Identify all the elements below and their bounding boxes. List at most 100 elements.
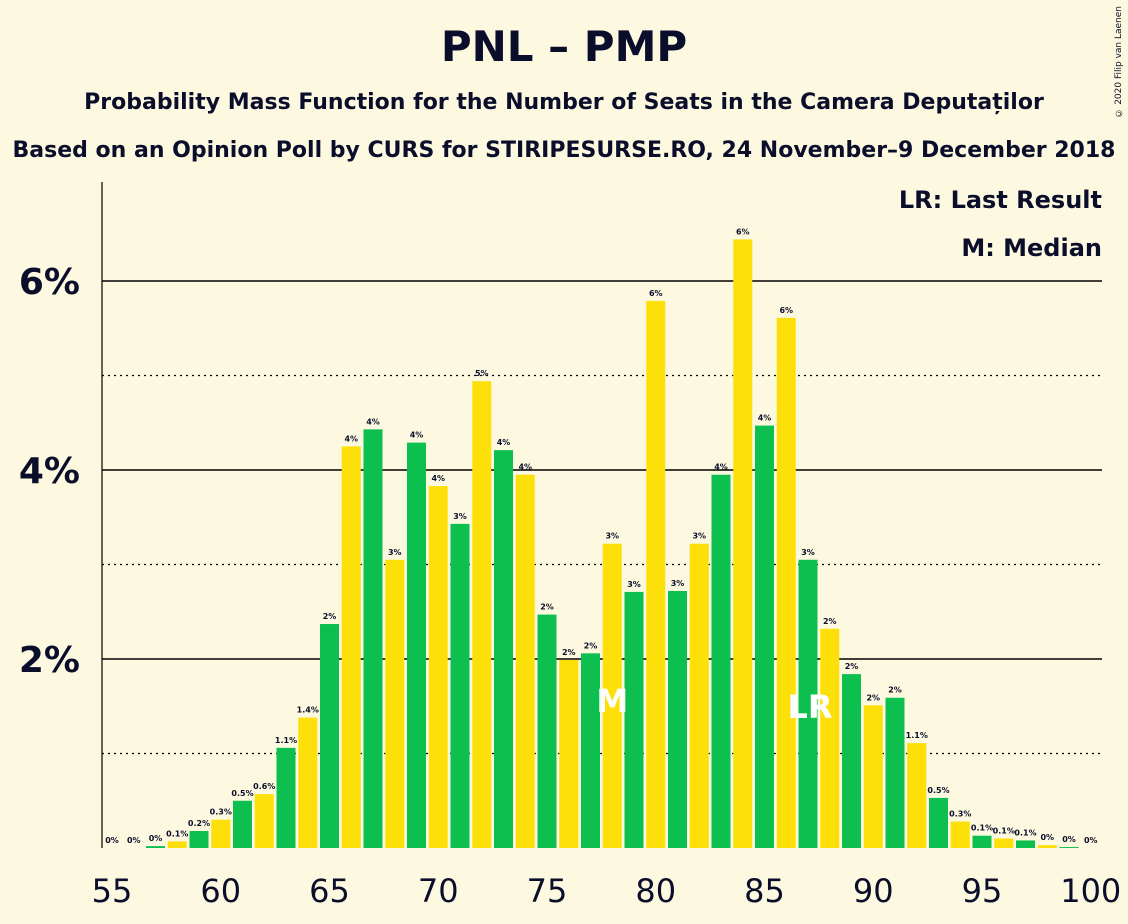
bar-value-label: 1.4% [297, 706, 319, 715]
bar [624, 591, 644, 848]
legend-median: M: Median [961, 234, 1102, 262]
y-tick-label: 2% [19, 640, 80, 681]
bar-value-label: 0% [105, 836, 119, 845]
bar [494, 450, 513, 848]
bar-value-label: 0% [127, 836, 141, 845]
bar [885, 697, 905, 848]
bar [341, 446, 361, 848]
bar-value-label: 6% [779, 306, 793, 315]
bar-value-label: 0.3% [210, 808, 232, 817]
x-tick-label: 100 [1060, 872, 1121, 910]
bar-value-label: 2% [562, 648, 576, 657]
bar [776, 317, 796, 849]
x-tick-label: 80 [635, 872, 676, 910]
x-tick-label: 70 [418, 872, 459, 910]
bar-value-label: 3% [453, 512, 467, 521]
bar [1037, 845, 1057, 848]
bar [298, 717, 318, 848]
x-tick-label: 85 [744, 872, 785, 910]
x-tick-label: 65 [309, 872, 350, 910]
chart-source: Based on an Opinion Poll by CURS for STI… [12, 138, 1116, 163]
bar [863, 705, 883, 848]
bar [189, 830, 209, 848]
bar [994, 838, 1014, 848]
bar-value-label: 0.5% [927, 786, 949, 795]
legend-last-result: LR: Last Result [898, 186, 1102, 214]
y-tick-label: 4% [19, 451, 80, 492]
bar-value-label: 3% [692, 532, 706, 541]
bar [320, 624, 339, 848]
bar [602, 543, 622, 848]
bar [472, 381, 492, 848]
bar-value-label: 2% [323, 612, 337, 621]
bar-value-label: 3% [605, 532, 619, 541]
bar-value-label: 0.1% [971, 824, 993, 833]
x-tick-label: 75 [527, 872, 568, 910]
bar-value-label: 0% [1062, 835, 1076, 844]
x-tick-label: 55 [92, 872, 133, 910]
bar-value-label: 4% [410, 431, 424, 440]
bar [428, 486, 448, 848]
chart-title: PNL – PMP [440, 22, 688, 71]
bar-value-label: 2% [584, 641, 598, 650]
bar-value-label: 6% [649, 289, 663, 298]
bar-value-label: 0% [1084, 836, 1098, 845]
bar-value-label: 4% [431, 474, 445, 483]
bar [276, 747, 296, 848]
bar-value-label: 0.1% [166, 829, 188, 838]
bar [385, 559, 405, 848]
bar [929, 797, 948, 848]
bar [755, 425, 774, 848]
bar [254, 794, 274, 848]
y-tick-label: 6% [19, 262, 80, 303]
bar [407, 442, 426, 848]
bar-value-label: 0.6% [253, 782, 275, 791]
bar [559, 659, 579, 848]
bar-value-label: 6% [736, 227, 750, 236]
bar-value-label: 2% [866, 693, 880, 702]
bar-value-label: 3% [801, 548, 815, 557]
bar-value-label: 4% [518, 463, 532, 472]
bar [167, 841, 187, 848]
bar-value-label: 1.1% [275, 736, 297, 745]
bar-value-label: 0% [149, 834, 163, 843]
bar [668, 590, 687, 848]
bar [1059, 847, 1079, 848]
bar [646, 300, 666, 849]
x-tick-label: 60 [200, 872, 241, 910]
bar-value-label: 1.1% [906, 731, 928, 740]
chart-subtitle: Probability Mass Function for the Number… [84, 90, 1044, 115]
bar [689, 543, 709, 848]
bar [733, 239, 753, 849]
bar-value-label: 0.2% [188, 819, 210, 828]
bar-value-label: 2% [888, 686, 902, 695]
bar [907, 743, 927, 848]
x-tick-label: 90 [853, 872, 894, 910]
x-tick-label: 95 [962, 872, 1003, 910]
bar-value-label: 4% [497, 438, 511, 447]
bar-value-label: 0.1% [1014, 828, 1036, 837]
bar [972, 835, 992, 848]
bar [1016, 840, 1035, 848]
bar-value-label: 2% [823, 617, 837, 626]
bar [950, 821, 970, 848]
bar [146, 846, 165, 848]
bar [820, 628, 840, 848]
bar-value-label: 0.3% [949, 810, 971, 819]
bar [515, 474, 535, 848]
bar-value-label: 0.5% [231, 789, 253, 798]
bar [233, 800, 252, 848]
bar-value-label: 5% [475, 369, 489, 378]
bar-value-label: 4% [758, 414, 772, 423]
bar-value-label: 4% [344, 434, 358, 443]
bar [450, 523, 470, 848]
bar-value-label: 3% [388, 548, 402, 557]
bar-value-label: 3% [627, 580, 641, 589]
bar [842, 674, 861, 848]
bar [363, 429, 383, 848]
bar-value-label: 3% [671, 579, 685, 588]
median-marker: M [596, 682, 628, 720]
bar-value-label: 4% [366, 417, 380, 426]
bar [537, 614, 557, 848]
